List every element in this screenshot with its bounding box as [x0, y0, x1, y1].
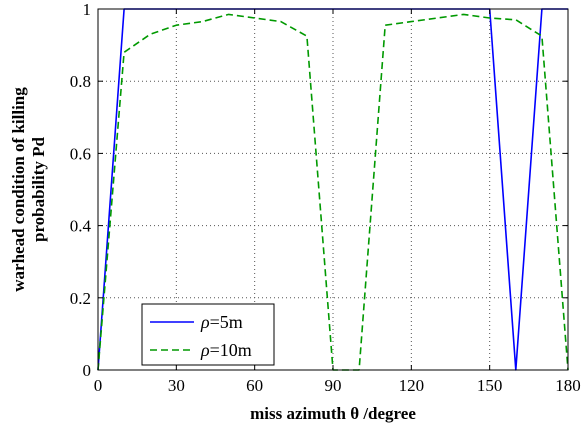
y-axis-title-line2: probability Pd — [29, 136, 48, 242]
x-tick-label-1: 30 — [168, 376, 185, 395]
y-tick-label-5: 1 — [83, 0, 92, 19]
x-tick-label-4: 120 — [399, 376, 425, 395]
axis-ticks: 0 30 60 90 120 150 180 0 0.2 0.4 0.6 0.8 1 — [70, 0, 581, 395]
y-tick-label-2: 0.4 — [70, 217, 92, 236]
legend: ρ=5m ρ=10m — [141, 303, 275, 366]
legend-label-rho5: ρ=5m — [200, 312, 243, 332]
x-tick-label-5: 150 — [477, 376, 503, 395]
x-axis-title: miss azimuth θ /degree — [250, 404, 416, 423]
x-tick-label-2: 60 — [246, 376, 263, 395]
y-axis-title-line1: warhead condition of killing — [9, 87, 28, 292]
x-tick-label-3: 90 — [325, 376, 342, 395]
x-tick-label-0: 0 — [94, 376, 103, 395]
legend-label-rho5-symbol: ρ — [200, 312, 210, 332]
y-tick-label-3: 0.6 — [70, 144, 91, 163]
legend-box — [141, 303, 275, 366]
x-tick-label-6: 180 — [555, 376, 581, 395]
y-tick-label-0: 0 — [83, 361, 92, 380]
legend-label-rho10-symbol: ρ — [200, 340, 210, 360]
legend-label-rho5-rest: =5m — [210, 312, 243, 332]
y-tick-label-4: 0.8 — [70, 72, 91, 91]
y-tick-label-1: 0.2 — [70, 289, 91, 308]
legend-label-rho10-rest: =10m — [210, 340, 252, 360]
legend-label-rho10: ρ=10m — [200, 340, 252, 360]
